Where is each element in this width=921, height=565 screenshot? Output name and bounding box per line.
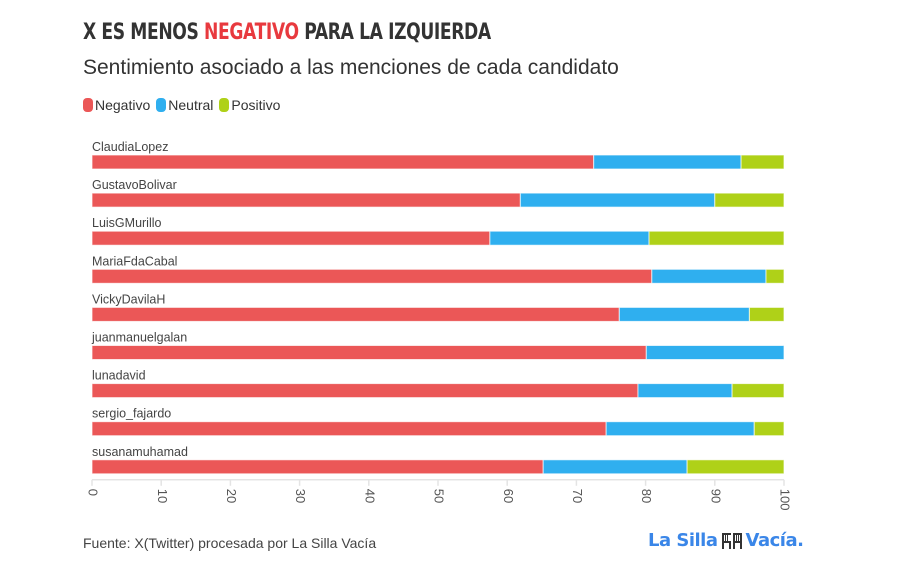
title-part-1: X ES MENOS [83,20,205,45]
bar-segment-positivo[interactable] [740,154,785,170]
bar-segment-neutral[interactable] [519,192,716,208]
x-tick-label: 70 [570,489,585,503]
category-label: VickyDavilaH [92,292,165,306]
source-note: Fuente: X(Twitter) procesada por La Sill… [83,535,377,551]
legend-label: Positivo [231,97,281,113]
chairs-icon [721,532,742,549]
x-tick-label: 90 [708,489,723,503]
legend-item-negativo[interactable]: Negativo [83,97,150,113]
la-silla-vacia-logo[interactable]: La Silla Vacía. [648,530,804,551]
legend-label: Negativo [95,97,151,113]
logo-text-left: La Silla [648,530,718,551]
legend: Negativo Neutral Positivo [83,97,280,113]
title-part-2: PARA LA IZQUIERDA [298,20,491,45]
x-tick-label: 60 [501,489,516,503]
title-highlight: NEGATIVO [204,20,299,45]
bar-segment-negativo[interactable] [91,421,607,437]
x-tick-label: 50 [432,489,447,503]
chart-title: X ES MENOS NEGATIVO PARA LA IZQUIERDA [83,20,491,45]
x-tick-label: 80 [639,489,654,503]
bar-segment-negativo[interactable] [91,459,544,475]
bar-segment-positivo[interactable] [714,192,785,208]
bar-segment-neutral[interactable] [542,459,688,475]
x-tick-label: 10 [155,489,170,503]
bar-segment-positivo[interactable] [648,230,785,246]
bar-segment-negativo[interactable] [91,345,647,360]
category-label: LuisGMurillo [92,216,162,230]
bar-segment-negativo[interactable] [91,230,491,246]
legend-item-neutral[interactable]: Neutral [156,97,213,113]
logo-text-right: Vacía. [745,530,804,551]
x-tick-label: 20 [224,489,239,503]
bar-segment-positivo[interactable] [731,383,785,399]
bar-segment-neutral[interactable] [489,230,650,246]
bar-segment-neutral[interactable] [637,383,733,399]
bar-segment-neutral[interactable] [618,306,750,322]
x-tick-label: 30 [293,489,308,503]
legend-label: Neutral [168,97,214,113]
bar-segment-positivo[interactable] [765,268,785,284]
bar-segment-negativo[interactable] [91,268,653,284]
category-label: GustavoBolivar [92,178,177,192]
bar-segment-neutral[interactable] [651,268,767,284]
bar-segment-negativo[interactable] [91,383,639,399]
legend-swatch-positivo [219,98,230,112]
chart-subtitle: Sentimiento asociado a las menciones de … [83,56,619,79]
category-label: susanamuhamad [92,445,188,459]
bar-segment-positivo[interactable] [753,421,785,437]
x-tick-label: 0 [86,489,101,496]
x-tick-label: 100 [778,489,793,511]
bar-segment-positivo[interactable] [748,306,785,322]
x-tick-label: 40 [362,489,377,503]
bar-segment-neutral[interactable] [605,421,755,437]
bar-segment-neutral[interactable] [645,345,785,360]
category-label: juanmanuelgalan [91,331,187,345]
category-label: ClaudiaLopez [92,140,168,154]
category-label: sergio_fajardo [92,407,171,421]
legend-item-positivo[interactable]: Positivo [219,97,280,113]
category-label: MariaFdaCabal [92,254,177,268]
bar-segment-neutral[interactable] [593,154,742,170]
bar-segment-negativo[interactable] [91,192,521,208]
bar-segment-negativo[interactable] [91,154,595,170]
bar-segment-negativo[interactable] [91,306,620,322]
bar-segment-positivo[interactable] [686,459,785,475]
legend-swatch-neutral [156,98,167,112]
legend-swatch-negativo [83,98,93,112]
category-label: lunadavid [92,369,146,383]
